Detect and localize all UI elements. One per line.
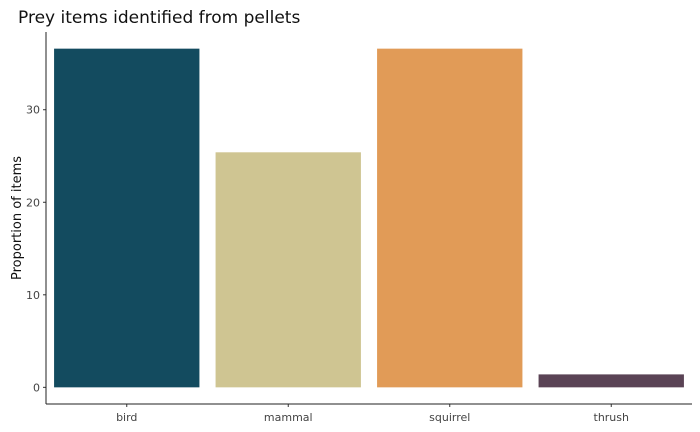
y-tick-label: 20 [26, 196, 40, 209]
x-tick-label-bird: bird [116, 411, 137, 424]
x-tick-label-thrush: thrush [594, 411, 630, 424]
x-ticks-group: bird mammal squirrel thrush [116, 404, 629, 424]
chart-title: Prey items identified from pellets [18, 8, 300, 28]
y-axis-label: Proportion of items [10, 156, 25, 280]
bar-squirrel [377, 48, 523, 388]
y-tick-label: 10 [26, 289, 40, 302]
y-ticks-group: 0 10 20 30 [26, 104, 46, 394]
y-tick-label: 0 [33, 381, 40, 394]
x-tick-label-mammal: mammal [264, 411, 313, 424]
bar-thrush [538, 374, 684, 388]
x-tick-label-squirrel: squirrel [429, 411, 470, 424]
bar-bird [54, 48, 200, 388]
y-tick-label: 30 [26, 104, 40, 117]
bars-group [54, 48, 684, 388]
bar-mammal [215, 152, 361, 388]
